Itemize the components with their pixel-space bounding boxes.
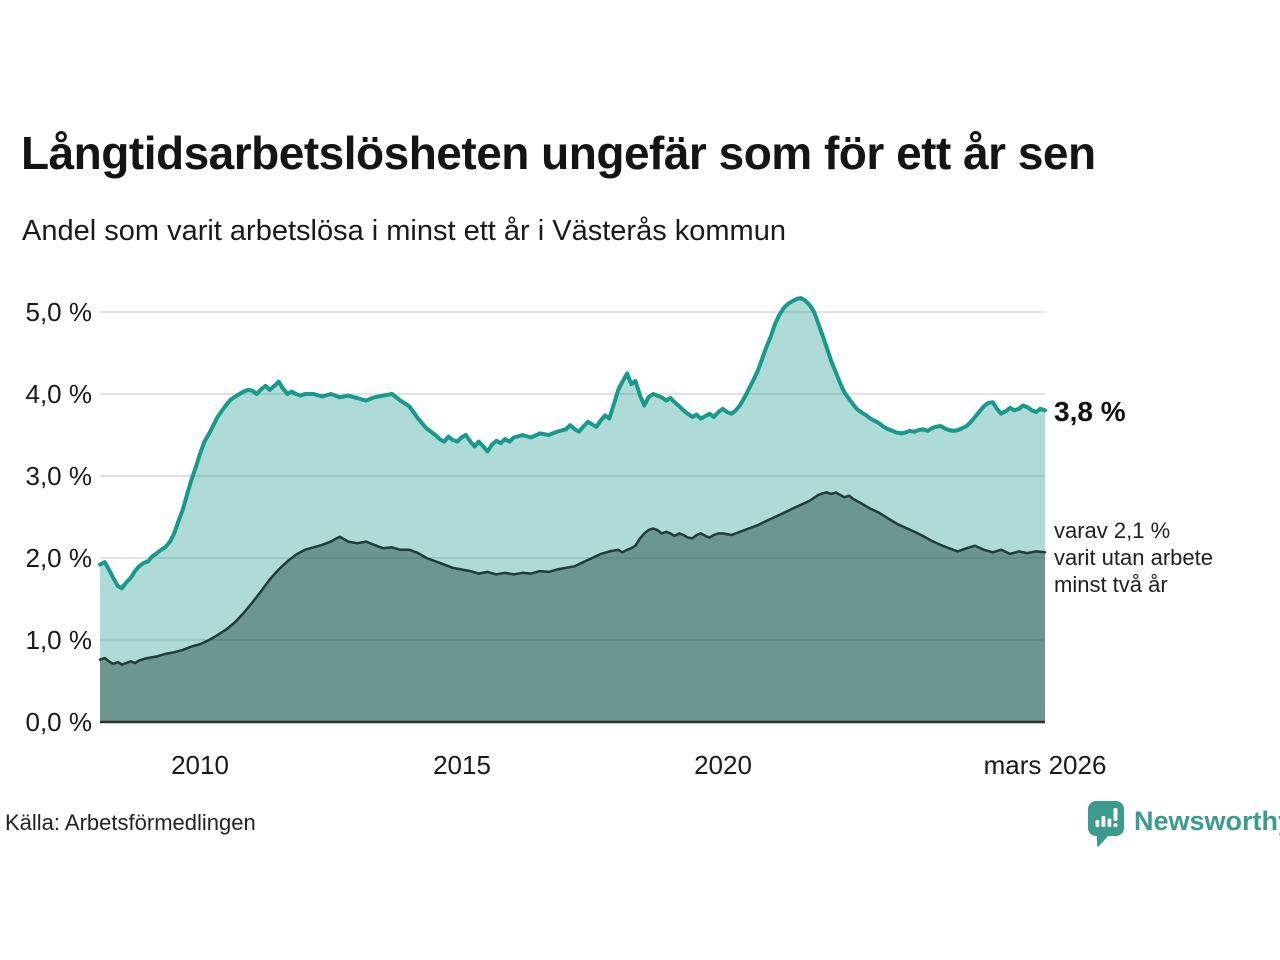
page-title: Långtidsarbetslösheten ungefär som för e…: [21, 127, 1096, 179]
two-year-note-line-1: varav 2,1 %: [1054, 518, 1171, 543]
y-tick-4: 4,0 %: [25, 379, 93, 409]
y-tick-3: 3,0 %: [25, 461, 93, 491]
y-tick-5: 5,0 %: [25, 297, 93, 327]
x-tick-mars-2026: mars 2026: [983, 750, 1107, 780]
y-tick-0: 0,0 %: [25, 707, 93, 737]
x-tick-2020: 2020: [694, 750, 752, 780]
y-tick-2: 2,0 %: [25, 543, 93, 573]
y-tick-1: 1,0 %: [25, 625, 93, 655]
latest-value-label: 3,8 %: [1054, 396, 1126, 427]
line-two-year: [98, 491, 1047, 666]
line-total: [98, 296, 1047, 591]
x-tick-2015: 2015: [433, 750, 491, 780]
page-subtitle: Andel som varit arbetslösa i minst ett å…: [22, 215, 786, 247]
two-year-note-line-2: varit utan arbete: [1054, 545, 1213, 570]
brand-name: Newsworthy: [1134, 805, 1280, 836]
two-year-note-line-3: minst två år: [1054, 572, 1168, 597]
area-total: [100, 298, 1045, 722]
source-note: Källa: Arbetsförmedlingen: [5, 810, 256, 835]
two-year-note: varav 2,1 % varit utan arbete minst två …: [1054, 517, 1213, 598]
area-two-year: [100, 492, 1045, 722]
brand-logo: Newsworthy: [1088, 801, 1280, 847]
x-tick-2010: 2010: [171, 750, 229, 780]
newsworthy-icon: [1088, 801, 1124, 847]
